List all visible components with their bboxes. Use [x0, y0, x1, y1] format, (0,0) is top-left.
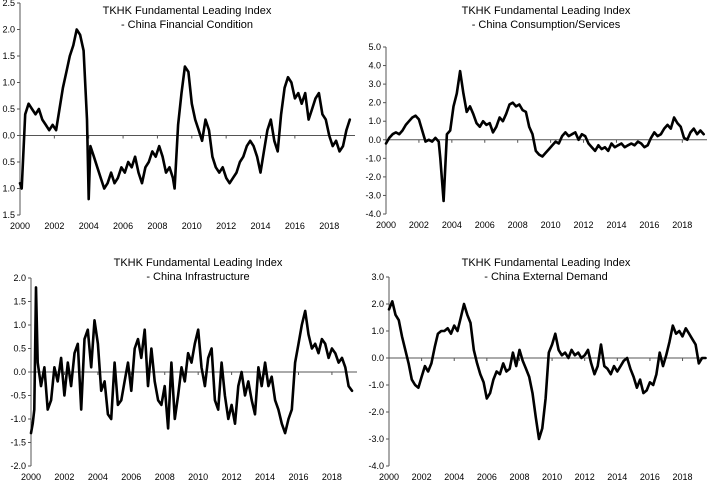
y-tick-label: 3.0	[371, 272, 384, 282]
y-tick-label: -0.5	[10, 391, 26, 401]
x-tick-label: 2010	[542, 472, 562, 482]
x-tick-label: 2002	[412, 472, 432, 482]
x-tick-label: 2004	[444, 472, 464, 482]
y-tick-label: -4.0	[365, 209, 381, 219]
x-tick-label: 2000	[10, 221, 30, 231]
series-line	[384, 69, 705, 203]
y-tick-label: -3.0	[365, 190, 381, 200]
x-tick-label: 2000	[21, 472, 41, 482]
x-tick-label: 2014	[255, 472, 275, 482]
x-tick-label: 2002	[44, 221, 64, 231]
x-tick-label: 2018	[673, 472, 693, 482]
x-tick-label: 2012	[216, 221, 236, 231]
y-tick-label: 1.5	[2, 210, 15, 220]
x-tick-label: 2014	[607, 472, 627, 482]
y-tick-label: 2.0	[13, 273, 26, 283]
y-tick-label: 1.0	[371, 326, 384, 336]
y-tick-label: -1.0	[368, 380, 384, 390]
chart-panel-1: TKHK Fundamental Leading Index - China Fi…	[2, 0, 355, 231]
chart-title: TKHK Fundamental Leading Index	[462, 257, 631, 269]
y-tick-label: 1.0	[13, 320, 26, 330]
x-tick-label: 2010	[541, 220, 561, 230]
series-line	[18, 28, 352, 201]
x-tick-label: 2006	[475, 220, 495, 230]
chart-subtitle: - China External Demand	[484, 271, 608, 283]
y-tick-label: 0.5	[2, 104, 15, 114]
x-tick-label: 2008	[508, 220, 528, 230]
x-tick-label: 2008	[509, 472, 529, 482]
x-tick-label: 2004	[88, 472, 108, 482]
y-tick-label: -1.0	[365, 153, 381, 163]
x-tick-label: 2006	[121, 472, 141, 482]
y-tick-label: 2.0	[368, 98, 381, 108]
x-tick-label: 2004	[79, 221, 99, 231]
x-tick-label: 2018	[672, 220, 692, 230]
y-tick-label: 1.5	[2, 51, 15, 61]
y-tick-label: 0.5	[2, 157, 15, 167]
x-tick-label: 2000	[376, 220, 396, 230]
y-tick-label: 1.0	[2, 184, 15, 194]
y-tick-label: 0.0	[13, 367, 26, 377]
chart-title: TKHK Fundamental Leading Index	[114, 257, 283, 269]
y-tick-label: -2.0	[368, 407, 384, 417]
x-tick-label: 2006	[113, 221, 133, 231]
chart-title: TKHK Fundamental Leading Index	[103, 5, 272, 17]
chart-title: TKHK Fundamental Leading Index	[462, 5, 631, 17]
x-tick-label: 2002	[409, 220, 429, 230]
y-tick-label: -2.0	[10, 461, 26, 471]
y-tick-label: 2.0	[371, 299, 384, 309]
x-tick-label: 2004	[442, 220, 462, 230]
x-tick-label: 2012	[222, 472, 242, 482]
y-tick-label: -1.5	[10, 438, 26, 448]
x-tick-label: 2000	[379, 472, 399, 482]
x-tick-label: 2016	[285, 221, 305, 231]
y-tick-label: -1.0	[10, 414, 26, 424]
chart-panel-4: TKHK Fundamental Leading Index - China Ex…	[368, 257, 707, 482]
x-tick-label: 2012	[574, 220, 594, 230]
y-tick-label: -4.0	[368, 461, 384, 471]
x-tick-label: 2018	[319, 221, 339, 231]
y-tick-label: 0.0	[368, 135, 381, 145]
chart-panel-3: TKHK Fundamental Leading Index - China In…	[10, 257, 357, 482]
y-tick-label: 0.5	[13, 344, 26, 354]
chart-subtitle: - China Financial Condition	[121, 19, 253, 31]
x-tick-label: 2008	[147, 221, 167, 231]
x-tick-label: 2002	[54, 472, 74, 482]
y-tick-label: 1.0	[368, 116, 381, 126]
y-tick-label: -3.0	[368, 434, 384, 444]
y-tick-label: -2.0	[365, 172, 381, 182]
x-tick-label: 2016	[639, 220, 659, 230]
y-tick-label: 2.0	[2, 25, 15, 35]
x-tick-label: 2016	[288, 472, 308, 482]
x-tick-label: 2008	[155, 472, 175, 482]
chart-panel-2: TKHK Fundamental Leading Index - China Co…	[365, 5, 707, 230]
y-tick-label: 4.0	[368, 61, 381, 71]
chart-subtitle: - China Consumption/Services	[472, 19, 621, 31]
x-tick-label: 2014	[250, 221, 270, 231]
y-tick-label: 0.0	[371, 353, 384, 363]
y-tick-label: 3.0	[368, 79, 381, 89]
y-tick-label: 2.5	[2, 0, 15, 8]
series-line	[29, 286, 354, 435]
y-tick-label: 1.0	[2, 78, 15, 88]
y-tick-label: 5.0	[368, 42, 381, 52]
x-tick-label: 2006	[477, 472, 497, 482]
x-tick-label: 2016	[640, 472, 660, 482]
y-tick-label: 1.5	[13, 297, 26, 307]
series-line	[387, 300, 707, 441]
y-tick-label: 0.0	[2, 131, 15, 141]
x-tick-label: 2014	[606, 220, 626, 230]
x-tick-label: 2010	[182, 221, 202, 231]
chart-subtitle: - China Infrastructure	[146, 271, 249, 283]
x-tick-label: 2012	[575, 472, 595, 482]
x-tick-label: 2018	[322, 472, 342, 482]
x-tick-label: 2010	[188, 472, 208, 482]
